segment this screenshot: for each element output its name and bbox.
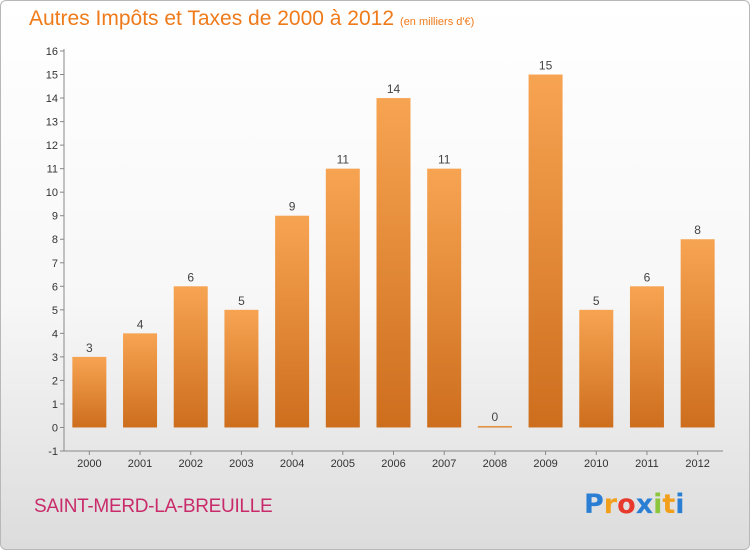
- y-tick-label: 15: [46, 70, 58, 82]
- bar: [275, 215, 310, 428]
- y-tick-label: 11: [47, 164, 58, 176]
- logo-letter: t: [662, 489, 676, 520]
- logo-letter: i: [653, 489, 663, 520]
- bar: [427, 168, 462, 428]
- logo-letter: x: [635, 489, 654, 520]
- y-tick-label: 12: [46, 140, 58, 152]
- bar: [579, 309, 614, 428]
- logo-letter: r: [603, 489, 618, 520]
- bar: [325, 168, 360, 428]
- y-tick-label: 16: [46, 46, 58, 58]
- logo-letter: i: [675, 489, 685, 520]
- bar: [72, 356, 107, 428]
- bar-value-label: 11: [438, 153, 451, 167]
- bar: [224, 309, 259, 428]
- bar-value-label: 3: [86, 341, 93, 355]
- y-tick-label: 10: [46, 187, 58, 199]
- x-tick-label: 2002: [178, 458, 202, 470]
- y-tick-label: 8: [52, 234, 58, 246]
- y-tick-label: 7: [52, 258, 58, 270]
- y-tick-label: 9: [52, 211, 58, 223]
- bar-value-label: 15: [539, 59, 553, 73]
- x-tick-label: 2005: [331, 458, 355, 470]
- x-tick-label: 2000: [77, 458, 101, 470]
- y-tick-label: 3: [52, 352, 58, 364]
- y-tick-label: 0: [52, 422, 58, 434]
- x-tick-label: 2012: [685, 458, 709, 470]
- logo-letter: o: [617, 489, 636, 520]
- bar: [680, 239, 715, 428]
- x-tick-label: 2006: [381, 458, 405, 470]
- x-tick-label: 2010: [584, 458, 608, 470]
- chart-title-text: Autres Impôts et Taxes de 2000 à 2012: [29, 7, 395, 30]
- y-tick-label: 5: [52, 305, 58, 317]
- bar-value-label: 6: [187, 270, 194, 284]
- chart-title: Autres Impôts et Taxes de 2000 à 2012 (en…: [29, 7, 474, 31]
- bar: [173, 286, 208, 428]
- bar-value-label: 11: [337, 153, 350, 167]
- x-tick-label: 2003: [229, 458, 253, 470]
- x-tick-label: 2007: [432, 458, 456, 470]
- x-tick-label: 2009: [533, 458, 557, 470]
- x-tick-label: 2004: [280, 458, 304, 470]
- y-tick-label: 1: [52, 399, 58, 411]
- chart-subtitle: (en milliers d'€): [400, 16, 475, 28]
- bar: [123, 333, 158, 428]
- bar: [629, 286, 664, 428]
- bar-value-label: 0: [492, 410, 499, 424]
- bar-value-label: 5: [238, 294, 245, 308]
- y-tick-label: 14: [46, 93, 58, 105]
- y-tick-label: 2: [52, 375, 58, 387]
- proxiti-logo[interactable]: Proxiti: [584, 489, 685, 520]
- commune-name: SAINT-MERD-LA-BREUILLE: [34, 496, 273, 517]
- x-tick-label: 2001: [128, 458, 152, 470]
- x-tick-label: 2008: [483, 458, 507, 470]
- bar-value-label: 8: [694, 223, 701, 237]
- logo-letter: P: [584, 489, 604, 520]
- bar: [528, 74, 563, 428]
- bar-value-label: 6: [644, 270, 651, 284]
- y-tick-label: -1: [48, 446, 58, 458]
- y-tick-label: 4: [52, 328, 58, 340]
- bar: [477, 425, 512, 428]
- chart-value-labels: 3 4 6 5 9 11 14 11 0 15 5 6 8: [86, 59, 701, 424]
- bar-value-label: 9: [289, 200, 296, 214]
- bar-value-label: 14: [387, 82, 401, 96]
- x-tick-label: 2011: [635, 458, 659, 470]
- y-tick-label: 13: [46, 117, 58, 129]
- bar: [376, 98, 411, 428]
- bar-value-label: 4: [137, 317, 144, 331]
- chart-bars: [72, 74, 715, 428]
- bar-value-label: 5: [593, 294, 600, 308]
- y-tick-label: 6: [52, 281, 58, 293]
